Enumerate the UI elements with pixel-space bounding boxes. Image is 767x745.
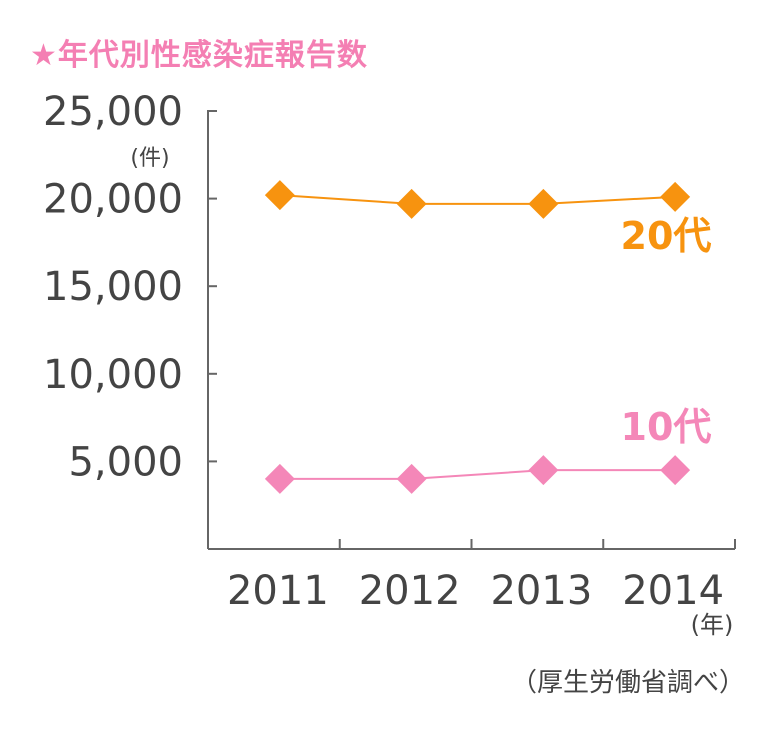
x-tick-label: 2011: [227, 568, 329, 614]
y-tick-label: 5,000: [68, 439, 183, 485]
y-tick-label: 25,000: [43, 89, 183, 135]
chart-title: ★年代別性感染症報告数: [30, 38, 368, 73]
data-point-marker: [264, 463, 295, 494]
data-point-marker: [660, 181, 691, 212]
data-point-marker: [264, 180, 295, 211]
x-tick-label: 2012: [359, 568, 461, 614]
data-point-marker: [396, 463, 427, 494]
series-label: 10代: [621, 405, 712, 449]
data-point-marker: [528, 188, 559, 219]
data-point-marker: [396, 188, 427, 219]
source-note: （厚生労働省調べ）: [510, 668, 745, 698]
x-tick-label: 2014: [622, 568, 724, 614]
series-line: [279, 194, 676, 205]
y-tick-label: 20,000: [43, 177, 183, 223]
series-line: [279, 469, 676, 480]
y-axis-ticks: 25,000 20,000 15,000 10,000 5,000: [43, 89, 217, 485]
chart-series: 20代 10代: [264, 180, 712, 494]
y-axis-unit: (件): [130, 146, 169, 171]
y-tick-label: 10,000: [43, 352, 183, 398]
data-point-marker: [528, 455, 559, 486]
x-axis-unit: (年): [691, 611, 734, 639]
y-tick-label: 15,000: [43, 264, 183, 310]
series-label: 20代: [621, 214, 712, 258]
data-point-marker: [660, 455, 691, 486]
x-axis-ticks: 2011 2012 2013 2014: [227, 539, 736, 614]
x-tick-label: 2013: [490, 568, 592, 614]
